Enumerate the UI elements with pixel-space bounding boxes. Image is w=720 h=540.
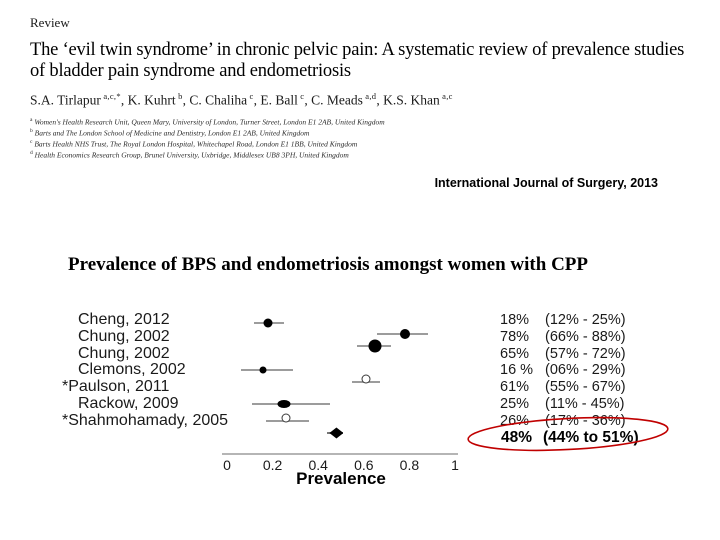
value-label: 61% <box>500 379 530 396</box>
estimate-marker <box>361 374 371 384</box>
affiliation-item: c Barts Health NHS Trust, The Royal Lond… <box>30 139 358 149</box>
ci-label: (06% - 29%) <box>545 362 626 379</box>
x-tick-label: 1 <box>451 457 459 473</box>
x-tick-label: 0.2 <box>262 457 283 473</box>
study-label: *Shahmohamady, 2005 <box>62 411 229 429</box>
ci-label: (57% - 72%) <box>545 345 626 362</box>
affiliation-item: b Barts and The London School of Medicin… <box>30 128 310 138</box>
author-superscript: a,c <box>439 91 453 101</box>
estimate-marker <box>368 339 382 353</box>
x-axis-title: Prevalence <box>296 469 386 488</box>
author-name: S.A. Tirlapur <box>30 92 101 108</box>
author-line: S.A. Tirlapur a,c,*, K. Kuhrt b, C. Chal… <box>30 91 453 108</box>
author-superscript: a,c,* <box>100 91 121 101</box>
ci-line <box>252 403 330 405</box>
author-name: C. Chaliha <box>189 92 248 108</box>
value-label: 26% <box>500 412 530 429</box>
x-tick-label: 0 <box>223 457 231 473</box>
study-label: Clemons, 2002 <box>78 361 186 379</box>
author-name: E. Ball <box>260 92 298 108</box>
author-superscript: c <box>247 91 254 101</box>
value-label: 78% <box>500 328 530 345</box>
author-name: C. Meads <box>311 92 363 108</box>
affiliation-item: a Women's Health Research Unit, Queen Ma… <box>30 117 385 127</box>
study-label: Chung, 2002 <box>78 327 170 345</box>
ci-label: (66% - 88%) <box>545 328 626 345</box>
ci-label: (17% - 36%) <box>545 412 626 429</box>
ci-label: (11% - 45%) <box>545 396 625 412</box>
study-label: Cheng, 2012 <box>78 311 170 328</box>
summary-diamond <box>329 427 344 439</box>
affiliation-superscript: c <box>30 139 33 146</box>
journal-citation: International Journal of Surgery, 2013 <box>434 176 658 190</box>
study-label: *Paulson, 2011 <box>62 378 170 396</box>
x-tick-label: 0.8 <box>399 457 420 473</box>
value-label: 16 % <box>500 362 534 379</box>
author-name: K.S. Khan <box>383 92 440 108</box>
study-label: Chung, 2002 <box>78 344 170 362</box>
ci-label: (12% - 25%) <box>545 312 626 328</box>
study-label: Rackow, 2009 <box>78 395 179 412</box>
summary-ci-label: (44% to 51%) <box>543 428 639 446</box>
value-label: 25% <box>500 396 530 412</box>
x-axis-line <box>222 452 458 455</box>
summary-value-label: 48% <box>501 428 533 446</box>
affiliation-list: a Women's Health Research Unit, Queen Ma… <box>30 116 385 160</box>
x-tick-label: 0.6 <box>354 457 374 473</box>
author-superscript: a,d <box>362 91 377 101</box>
paper-title: The ‘evil twin syndrome’ in chronic pelv… <box>30 40 685 81</box>
value-label: 18% <box>500 312 530 328</box>
author-name: K. Kuhrt <box>127 92 176 108</box>
author-superscript: c <box>297 91 305 101</box>
affiliation-superscript: d <box>30 150 33 157</box>
estimate-marker <box>277 400 291 408</box>
affiliation-superscript: a <box>30 117 33 123</box>
estimate-marker <box>259 366 267 374</box>
value-label: 65% <box>500 345 530 362</box>
x-tick-label: 0.4 <box>308 457 328 473</box>
estimate-marker <box>281 413 291 423</box>
estimate-marker <box>263 318 273 328</box>
affiliation-superscript: b <box>30 128 33 135</box>
section-label: Review <box>30 15 70 30</box>
chart-title: Prevalence of BPS and endometriosis amon… <box>68 254 589 275</box>
author-superscript: b <box>175 91 183 101</box>
affiliation-item: d Health Economics Research Group, Brune… <box>30 150 349 160</box>
ci-label: (55% - 67%) <box>545 379 626 396</box>
estimate-marker <box>399 328 410 339</box>
